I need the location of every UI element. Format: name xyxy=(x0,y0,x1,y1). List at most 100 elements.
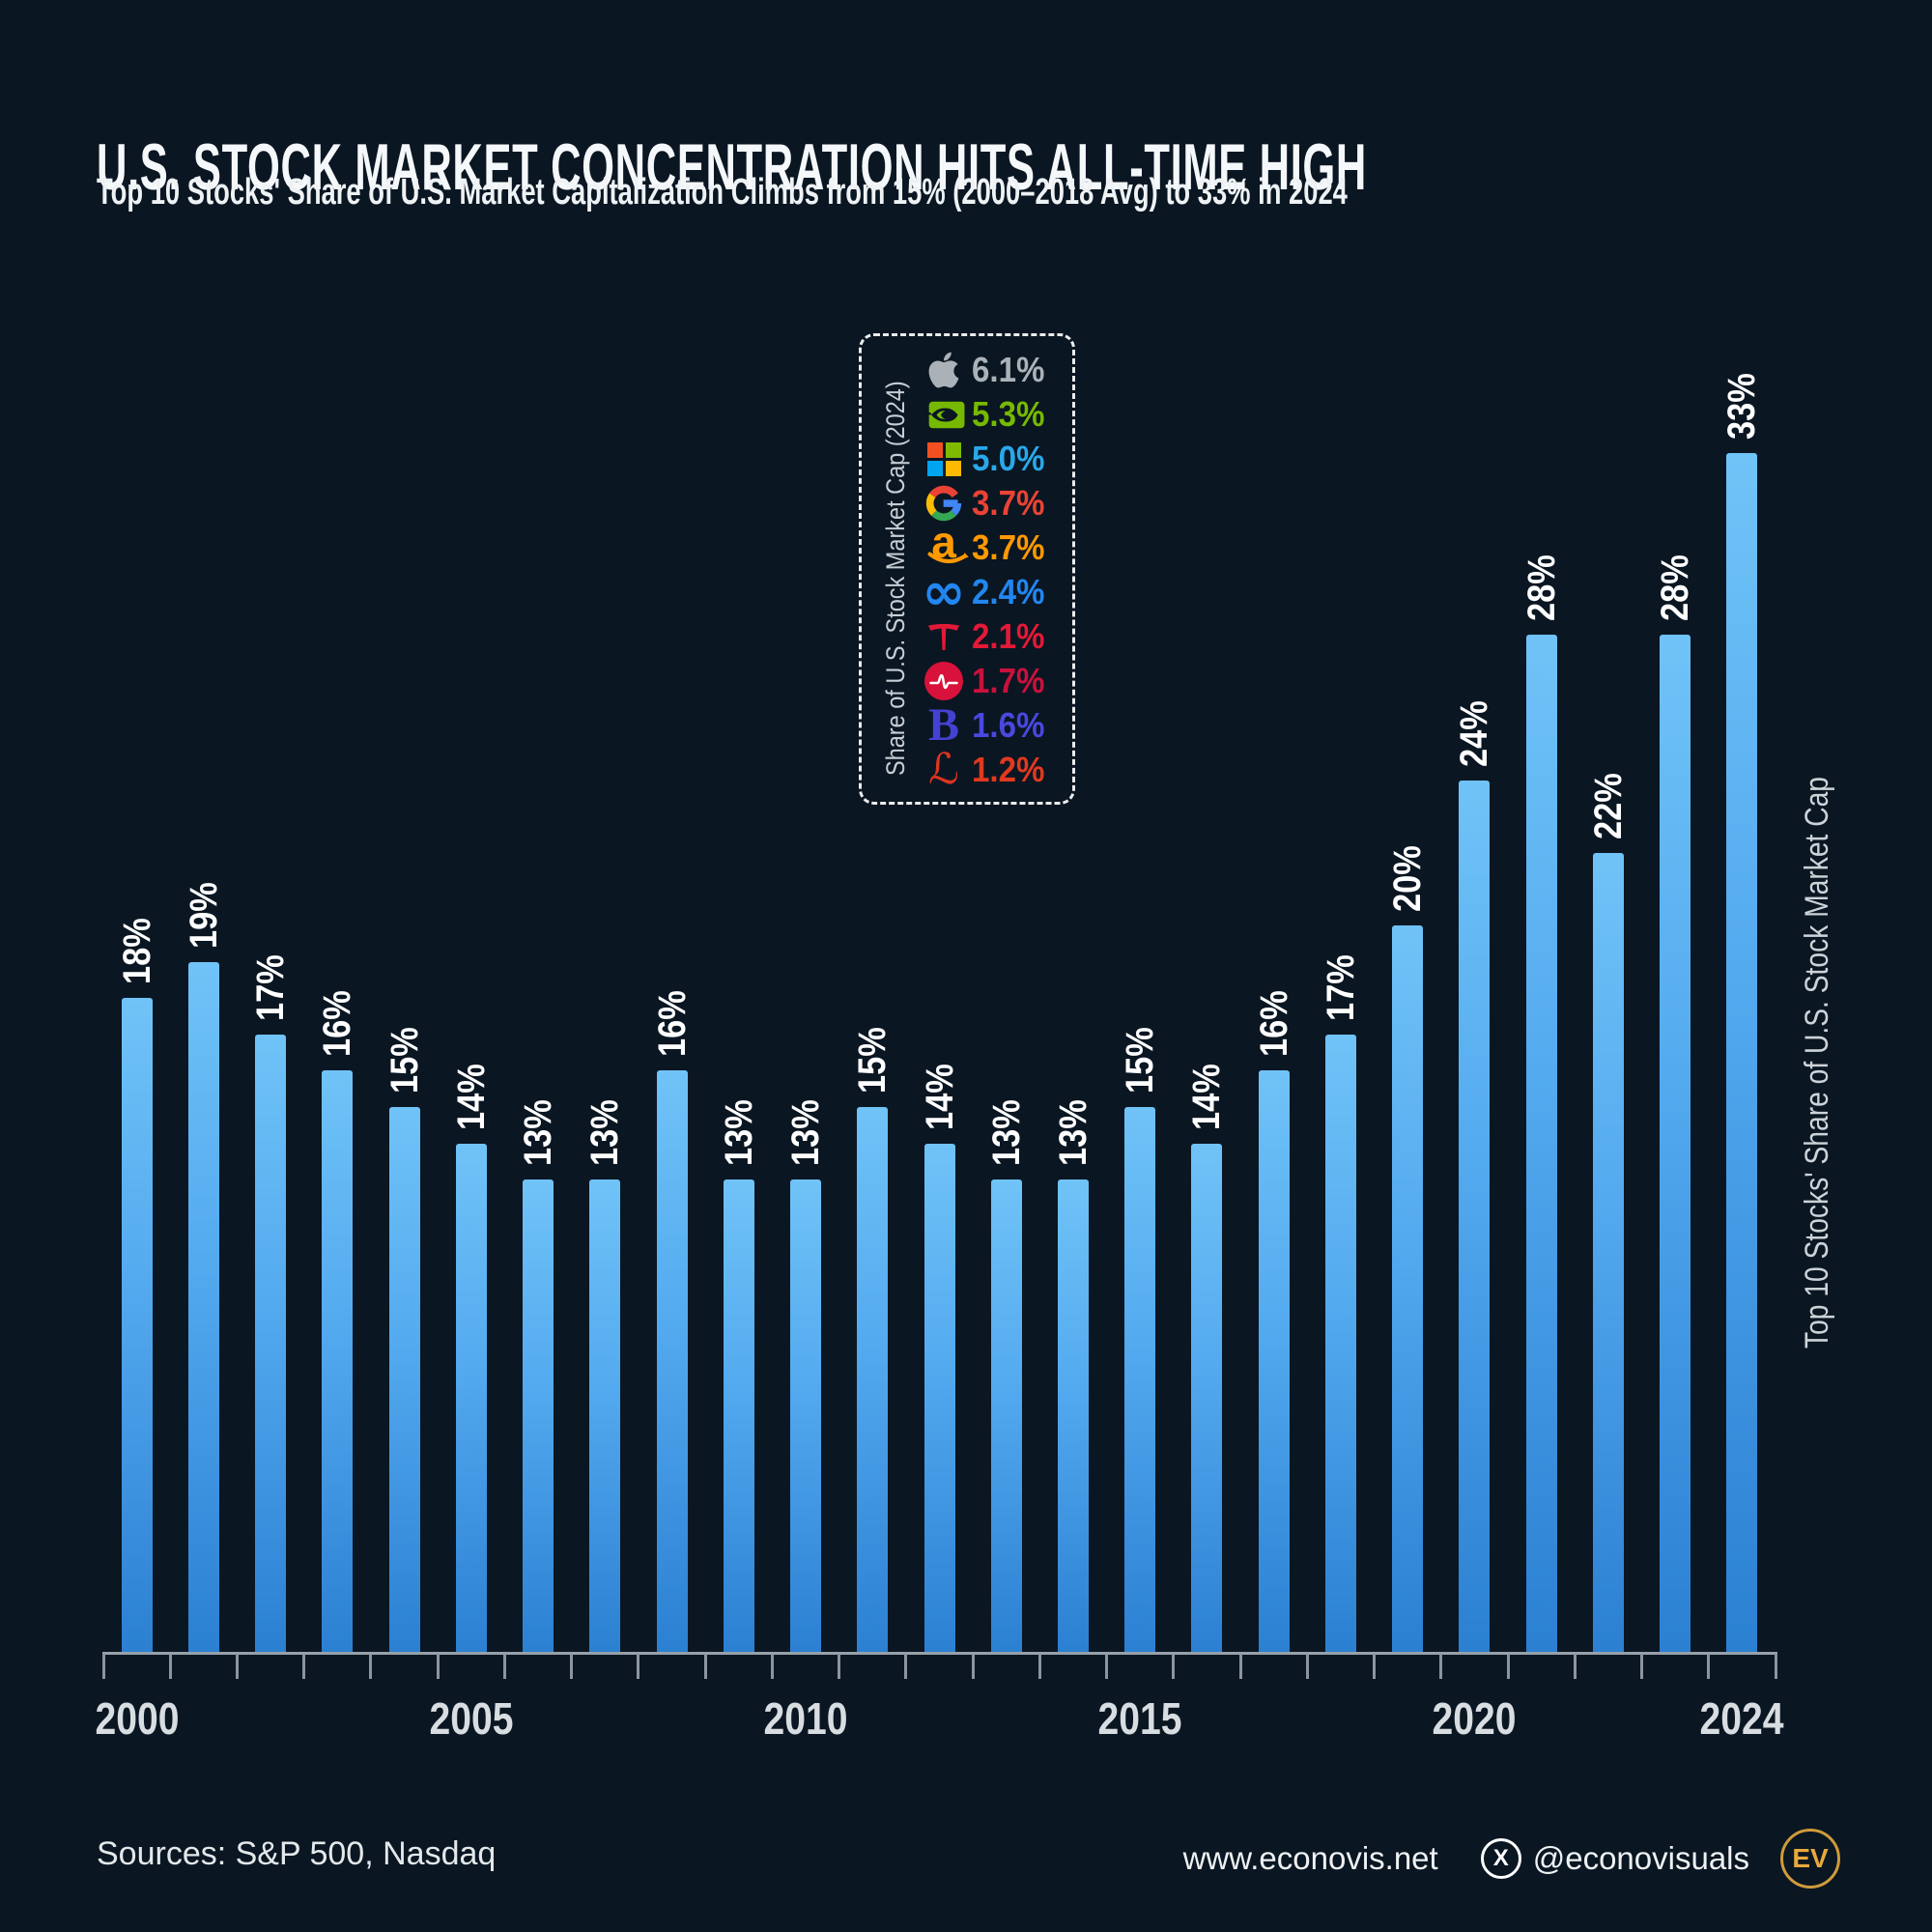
social-handle[interactable]: @econovisuals xyxy=(1532,1840,1749,1876)
bar-2009 xyxy=(723,1179,754,1652)
bar-value-label-2024: 33% xyxy=(1720,373,1764,440)
bar-value-label-2019: 20% xyxy=(1386,845,1430,912)
legend-box: Share of U.S. Stock Market Cap (2024) 6.… xyxy=(859,333,1075,805)
bar-2010 xyxy=(790,1179,822,1652)
x-axis-tick xyxy=(637,1654,640,1679)
bar-value-label-2010: 13% xyxy=(784,1099,828,1167)
bar-2006 xyxy=(523,1179,554,1652)
x-axis-tick xyxy=(971,1654,975,1679)
legend-value: 2.1% xyxy=(972,616,1045,656)
bar-2019 xyxy=(1392,925,1424,1652)
legend-row-apple: 6.1% xyxy=(916,348,1068,392)
x-axis-tick xyxy=(1506,1654,1510,1679)
x-axis-tick xyxy=(235,1654,239,1679)
bar-2012 xyxy=(923,1143,955,1652)
bar-2016 xyxy=(1191,1143,1223,1652)
bar-2013 xyxy=(990,1179,1022,1652)
x-axis-tick xyxy=(502,1654,506,1679)
x-axis-tick xyxy=(570,1654,574,1679)
bar-value-label-2006: 13% xyxy=(517,1099,560,1167)
x-axis-tick xyxy=(302,1654,306,1679)
page-subtitle: Top 10 Stocks' Share of U.S. Market Capi… xyxy=(97,172,1348,213)
x-axis-tick xyxy=(904,1654,908,1679)
bar-value-label-2016: 14% xyxy=(1185,1063,1229,1130)
google-logo-icon xyxy=(916,483,972,524)
legend-title: Share of U.S. Stock Market Cap (2024) xyxy=(881,381,910,776)
lilly-logo-icon: ℒ xyxy=(916,745,972,794)
legend-row-broadcom: 1.7% xyxy=(916,659,1068,703)
bar-value-label-2020: 24% xyxy=(1453,699,1496,767)
bar-value-label-2013: 13% xyxy=(984,1099,1028,1167)
bar-2001 xyxy=(187,961,219,1652)
bar-2004 xyxy=(388,1107,420,1652)
x-axis-tick xyxy=(1105,1654,1109,1679)
x-axis-tick xyxy=(1238,1654,1242,1679)
microsoft-logo-icon xyxy=(916,441,972,476)
x-axis-label-2015: 2015 xyxy=(1097,1693,1182,1744)
bar-2015 xyxy=(1124,1107,1156,1652)
bar-2014 xyxy=(1057,1179,1089,1652)
legend-row-google: 3.7% xyxy=(916,481,1068,526)
bar-value-label-2007: 13% xyxy=(583,1099,627,1167)
bar-2017 xyxy=(1258,1070,1290,1652)
bar-value-label-2021: 28% xyxy=(1520,554,1563,622)
legend-row-lilly: ℒ 1.2% xyxy=(916,748,1068,792)
x-axis-tick xyxy=(369,1654,373,1679)
berkshire-logo-icon: B xyxy=(916,699,972,751)
x-axis-label-2000: 2000 xyxy=(95,1693,180,1744)
x-axis-label-2020: 2020 xyxy=(1432,1693,1517,1744)
x-axis-tick xyxy=(1037,1654,1041,1679)
bar-2005 xyxy=(455,1143,487,1652)
lilly-script-l: ℒ xyxy=(928,745,959,794)
bar-2008 xyxy=(656,1070,688,1652)
website-link[interactable]: www.econovis.net xyxy=(1182,1840,1438,1876)
x-axis-tick xyxy=(838,1654,841,1679)
bar-value-label-2009: 13% xyxy=(717,1099,760,1167)
bar-2021 xyxy=(1525,635,1557,1652)
legend-row-microsoft: 5.0% xyxy=(916,437,1068,481)
bar-2000 xyxy=(121,998,153,1652)
x-axis-tick xyxy=(1640,1654,1644,1679)
legend-value: 6.1% xyxy=(972,350,1045,389)
bar-value-label-2004: 15% xyxy=(383,1027,426,1094)
berkshire-b: B xyxy=(927,699,959,751)
x-axis-tick xyxy=(1573,1654,1577,1679)
legend-row-nvidia: 5.3% xyxy=(916,392,1068,437)
legend-value: 3.7% xyxy=(972,527,1045,567)
legend-row-meta: ∞ 2.4% xyxy=(916,561,1068,622)
x-axis-tick xyxy=(168,1654,172,1679)
meta-logo-icon: ∞ xyxy=(916,561,972,622)
bar-2002 xyxy=(255,1034,287,1652)
bar-value-label-2023: 28% xyxy=(1654,554,1697,622)
x-twitter-icon[interactable]: X xyxy=(1480,1838,1521,1879)
bar-value-label-2000: 18% xyxy=(115,918,158,985)
bar-value-label-2008: 16% xyxy=(650,990,694,1058)
x-axis-tick xyxy=(1172,1654,1176,1679)
bar-2018 xyxy=(1324,1034,1356,1652)
bar-value-label-2015: 15% xyxy=(1119,1027,1162,1094)
bar-2007 xyxy=(589,1179,621,1652)
bar-value-label-2011: 15% xyxy=(851,1027,895,1094)
right-axis-label: Top 10 Stocks' Share of U.S. Stock Marke… xyxy=(1799,776,1835,1349)
x-axis-label-2024: 2024 xyxy=(1699,1693,1784,1744)
legend-value: 5.3% xyxy=(972,394,1045,434)
bar-value-label-2001: 19% xyxy=(182,881,225,949)
bar-2024 xyxy=(1726,453,1758,1652)
x-axis-label-2010: 2010 xyxy=(763,1693,848,1744)
legend-value: 5.0% xyxy=(972,439,1045,478)
bar-2022 xyxy=(1592,852,1624,1652)
legend-value: 1.6% xyxy=(972,705,1045,745)
sources-note: Sources: S&P 500, Nasdaq xyxy=(97,1835,497,1872)
legend-value: 2.4% xyxy=(972,572,1045,611)
x-axis-tick xyxy=(1373,1654,1377,1679)
meta-infinity: ∞ xyxy=(922,561,966,622)
x-axis-label-2005: 2005 xyxy=(429,1693,514,1744)
x-axis-tick xyxy=(703,1654,707,1679)
legend-row-amazon: a 3.7% xyxy=(916,520,1068,570)
amazon-a: a xyxy=(927,520,969,564)
tesla-logo-icon xyxy=(916,617,972,656)
footer-right: www.econovis.net X @econovisuals EV xyxy=(1183,1829,1840,1889)
amazon-logo-icon: a xyxy=(916,520,972,564)
